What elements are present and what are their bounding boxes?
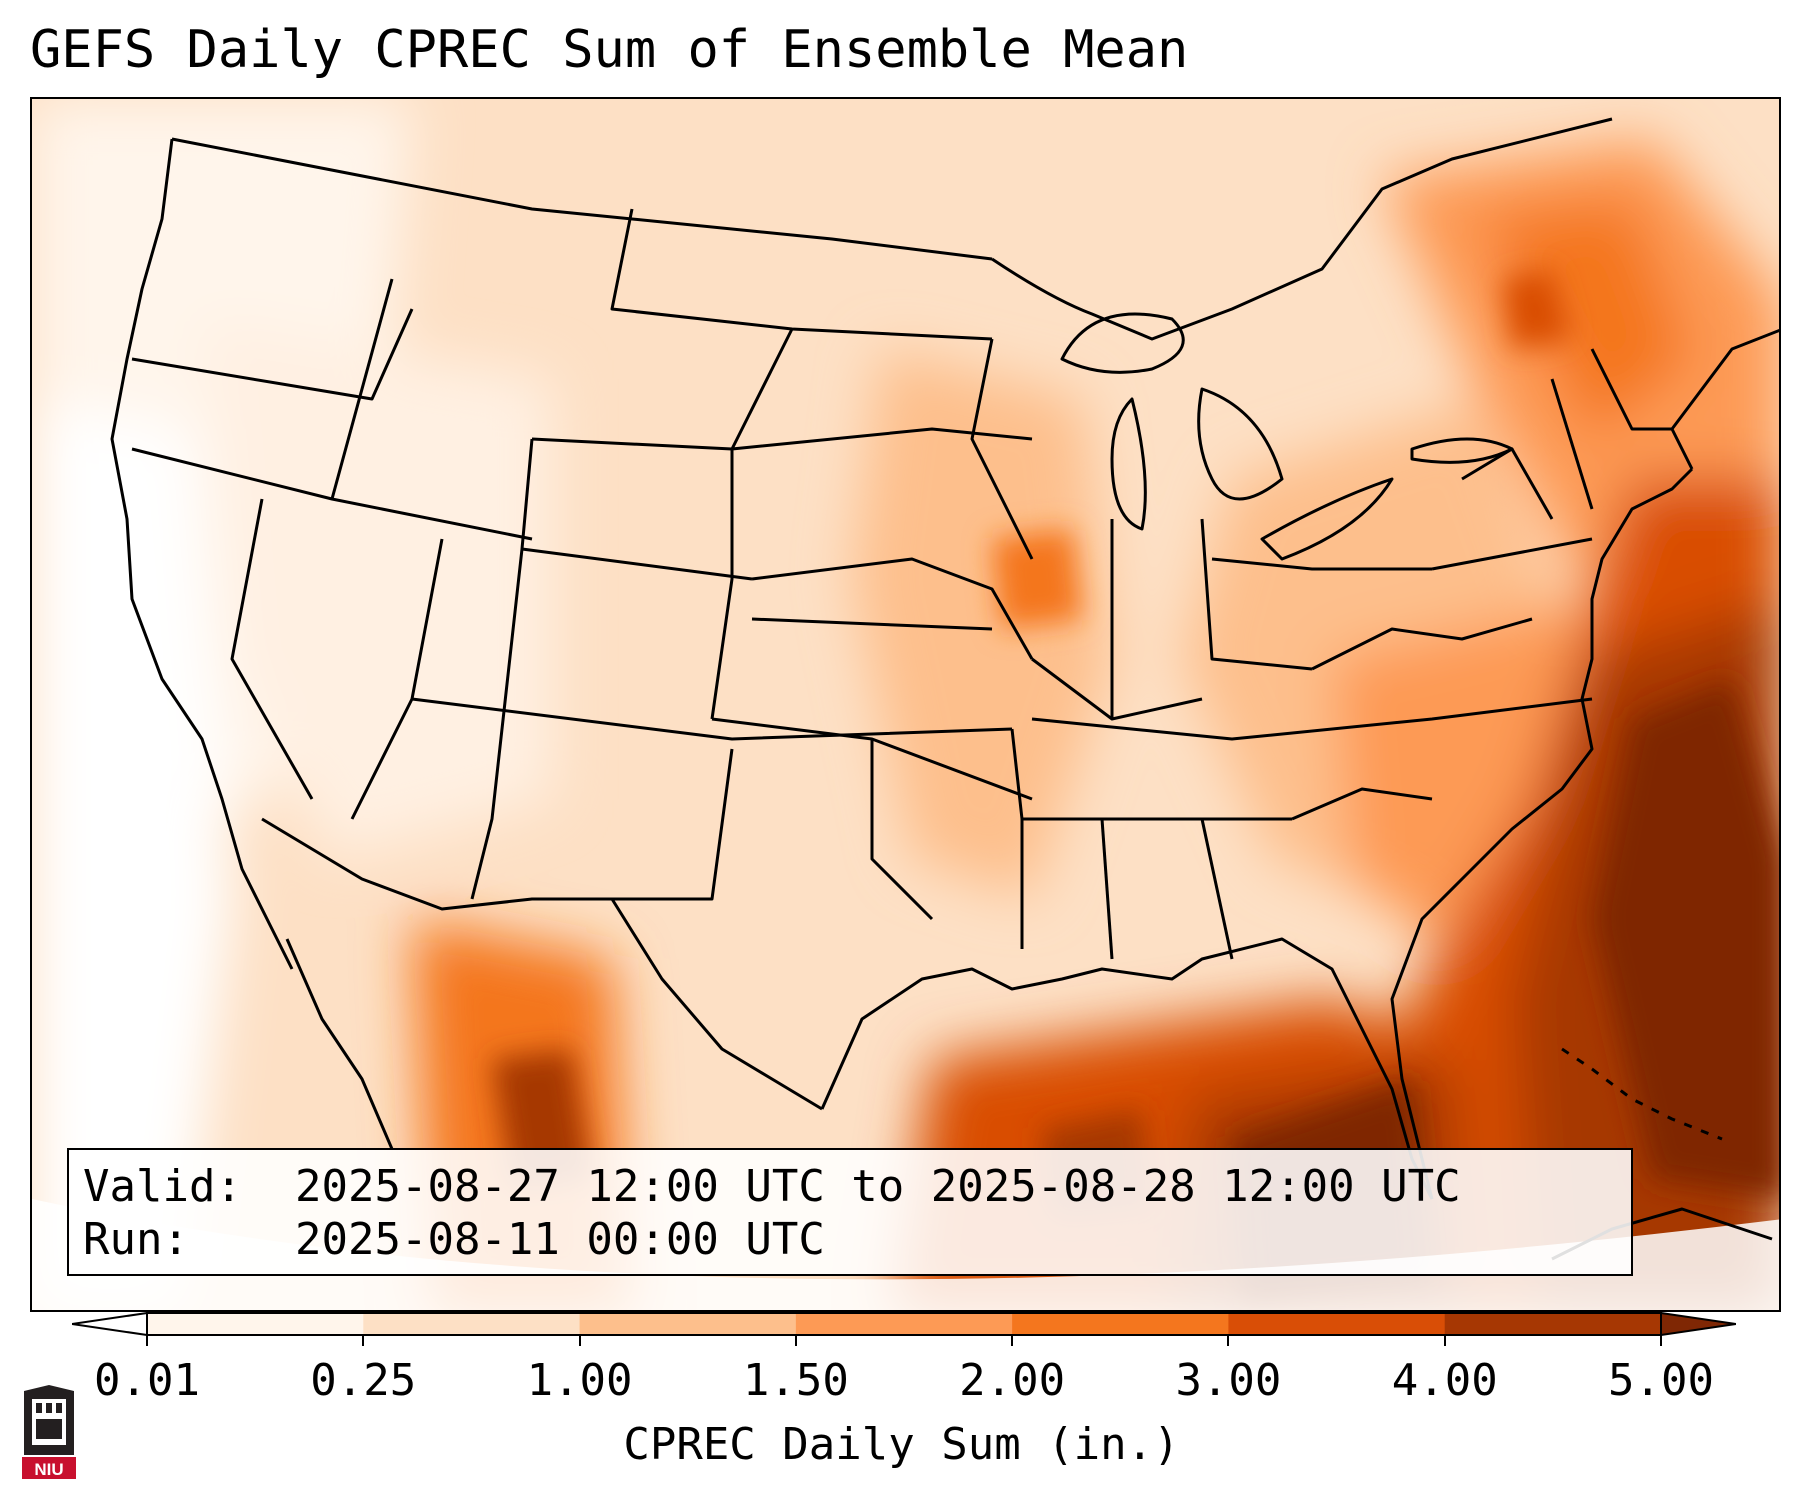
colorbar-segment-1 — [363, 1313, 581, 1335]
colorbar-segment-2 — [579, 1313, 797, 1335]
valid-row: Valid: 2025-08-27 12:00 UTC to 2025-08-28… — [83, 1160, 1617, 1213]
precipitation-map — [30, 97, 1781, 1312]
colorbar-tick — [1443, 1336, 1446, 1346]
colorbar-tick — [578, 1336, 581, 1346]
precip-field — [32, 99, 1779, 1310]
colorbar-tick — [362, 1336, 365, 1346]
run-label: Run: — [83, 1214, 189, 1265]
colorbar-tick-label: 5.00 — [1608, 1355, 1714, 1406]
colorbar-tick-label: 0.01 — [94, 1355, 200, 1406]
colorbar-tick-label: 2.00 — [959, 1355, 1066, 1406]
colorbar-segment-3 — [795, 1313, 1013, 1335]
valid-text: 2025-08-27 12:00 UTC to 2025-08-28 12:00… — [295, 1161, 1461, 1212]
colorbar-tick — [1227, 1336, 1230, 1346]
colorbar-tick-label: 4.00 — [1391, 1355, 1498, 1406]
valid-label: Valid: — [83, 1161, 242, 1212]
colorbar-tick-label: 1.00 — [526, 1355, 633, 1406]
niu-logo: NIU — [22, 1385, 76, 1479]
run-text: 2025-08-11 00:00 UTC — [295, 1214, 825, 1265]
colorbar-segment-4 — [1012, 1313, 1229, 1335]
colorbar-tick — [794, 1336, 797, 1346]
colorbar-tick-label: 0.25 — [310, 1355, 417, 1406]
colorbar-segment-6 — [1444, 1313, 1662, 1335]
map-title: GEFS Daily CPREC Sum of Ensemble Mean — [30, 20, 1189, 80]
colorbar-over-triangle — [1660, 1312, 1736, 1336]
colorbar-tick-label: 1.50 — [742, 1355, 849, 1406]
colorbar-segment-0 — [147, 1313, 364, 1335]
colorbar-tick — [146, 1336, 148, 1346]
map-canvas — [32, 99, 1779, 1310]
colorbar-tick — [1011, 1336, 1014, 1346]
colorbar-label: CPREC Daily Sum (in.) — [623, 1419, 1180, 1470]
run-row: Run: 2025-08-11 00:00 UTC — [83, 1213, 1617, 1266]
colorbar-segment-5 — [1228, 1313, 1446, 1335]
colorbar-tick — [1660, 1336, 1662, 1346]
colorbar-frame — [146, 1312, 1662, 1336]
colorbar-under-triangle — [72, 1312, 148, 1336]
colorbar-tick-label: 3.00 — [1175, 1355, 1282, 1406]
state-boundaries — [110, 117, 1779, 1261]
validity-info-box: Valid: 2025-08-27 12:00 UTC to 2025-08-28… — [67, 1148, 1633, 1276]
logo-text: NIU — [34, 1460, 63, 1479]
colorbar — [72, 1312, 1736, 1336]
